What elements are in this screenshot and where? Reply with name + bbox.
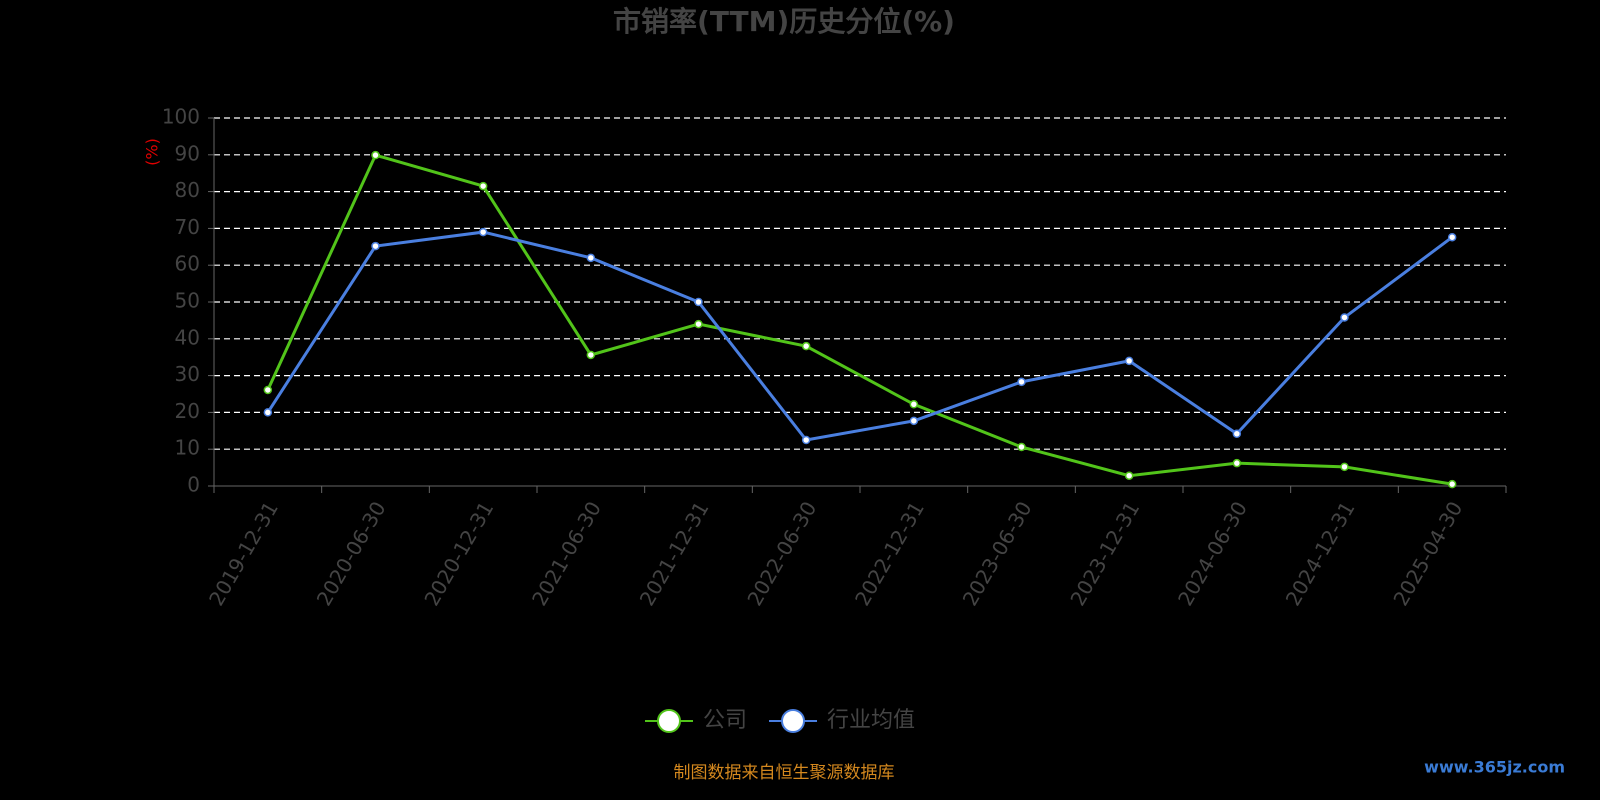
y-tick-label: 0 xyxy=(187,473,200,497)
data-point xyxy=(694,319,703,329)
watermark: www.365jz.com xyxy=(1424,758,1565,777)
y-tick-label: 10 xyxy=(175,436,200,460)
x-tick-label: 2020-06-30 xyxy=(312,497,391,610)
data-point xyxy=(1340,313,1349,322)
data-point xyxy=(371,241,380,251)
y-tick-label: 90 xyxy=(175,141,200,165)
data-point xyxy=(478,227,488,237)
data-point xyxy=(371,150,380,160)
x-tick-label: 2024-12-31 xyxy=(1281,497,1360,610)
x-tick-label: 2021-12-31 xyxy=(635,497,714,610)
x-tick-label: 2020-12-31 xyxy=(419,497,498,610)
data-point xyxy=(1124,471,1134,480)
data-point xyxy=(801,435,811,445)
x-tick-label: 2024-06-30 xyxy=(1173,497,1252,610)
y-tick-label: 40 xyxy=(175,325,200,349)
x-tick-label: 2019-12-31 xyxy=(204,497,283,610)
legend-marker xyxy=(657,709,681,733)
data-point xyxy=(1340,462,1349,472)
y-tick-label: 70 xyxy=(175,215,200,239)
data-point xyxy=(1232,429,1242,438)
x-tick-label: 2025-04-30 xyxy=(1388,497,1467,610)
data-point xyxy=(586,350,596,360)
x-tick-label: 2023-06-30 xyxy=(958,497,1037,610)
data-point xyxy=(694,297,703,307)
y-tick-label: 60 xyxy=(175,252,200,276)
data-point xyxy=(478,181,488,191)
y-tick-label: 50 xyxy=(175,289,200,313)
y-tick-label: 80 xyxy=(175,178,200,202)
y-tick-label: 30 xyxy=(175,362,200,386)
x-tick-label: 2022-12-31 xyxy=(850,497,929,610)
legend-label: 公司 xyxy=(703,708,747,733)
data-point xyxy=(1124,356,1134,366)
series-line xyxy=(266,230,1454,442)
x-tick-label: 2023-12-31 xyxy=(1065,497,1144,610)
data-point xyxy=(909,400,919,409)
legend-label: 行业均值 xyxy=(827,708,915,733)
y-tick-label: 100 xyxy=(162,105,200,129)
data-point xyxy=(263,385,273,395)
data-point xyxy=(263,408,273,417)
source-note: 制图数据来自恒生聚源数据库 xyxy=(674,763,895,783)
x-tick-label: 2021-06-30 xyxy=(527,497,606,610)
legend-marker xyxy=(781,709,806,733)
data-point xyxy=(1447,479,1457,489)
data-point xyxy=(1447,232,1457,242)
data-point xyxy=(909,416,919,426)
y-tick-label: 20 xyxy=(175,399,200,423)
data-point xyxy=(1232,458,1242,468)
y-axis-label: (%) xyxy=(143,138,162,166)
series-line xyxy=(266,153,1453,486)
data-point xyxy=(801,341,811,351)
data-point xyxy=(1017,377,1026,387)
data-point xyxy=(1017,442,1026,452)
x-tick-label: 2022-06-30 xyxy=(742,497,821,610)
data-point xyxy=(586,253,596,263)
chart-title: 市销率(TTM)历史分位(%) xyxy=(613,5,955,38)
